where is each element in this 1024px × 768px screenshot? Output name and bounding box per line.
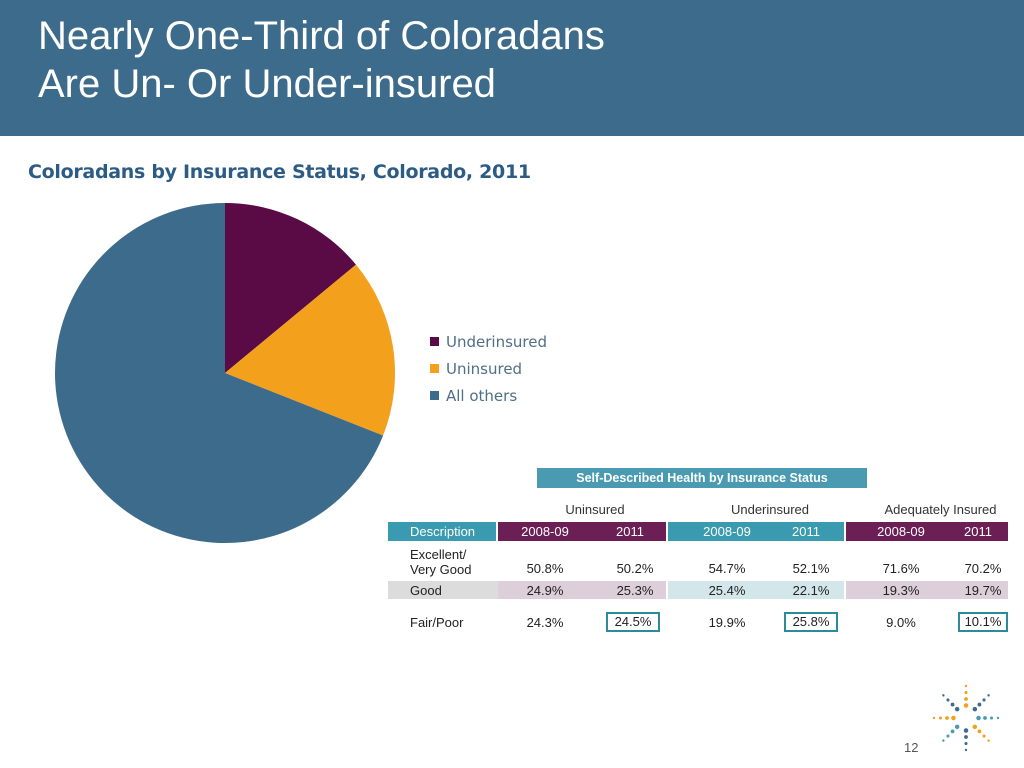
row-shade-underinsured [668,581,844,599]
logo-dot [964,735,968,739]
table-cell: 50.8% [526,561,564,576]
logo-dot [942,694,945,697]
row-shade-uninsured [498,581,666,599]
logo-dot [977,729,982,734]
column-header-description: Description [388,522,496,541]
legend-swatch-underinsured [430,337,439,346]
table-cell: 52.1% [792,561,830,576]
column-header-adequate-2008-09: 2008-09 [877,524,925,539]
group-header-uninsured: Uninsured [565,502,625,517]
column-header-uninsured-2011: 2011 [616,524,644,539]
row-description-line-1: Excellent/ [410,547,467,562]
pie-legend: Underinsured Uninsured All others [430,328,547,409]
row-description: Excellent/ Very Good [410,547,471,577]
table-cell: 19.9% [708,615,746,630]
legend-label-underinsured: Underinsured [446,332,547,351]
table-cell: 25.4% [708,583,746,598]
table-title-bar: Self-Described Health by Insurance Statu… [537,468,867,488]
logo-dot [982,698,986,702]
logo-dot [963,728,969,733]
column-header-adequate-2011: 2011 [964,524,992,539]
table-cell: 71.6% [882,561,920,576]
table-cell: 25.3% [616,583,654,598]
logo-dot [945,716,949,720]
group-header-adequately-insured: Adequately Insured [884,502,997,517]
pie-slice-underinsured [225,203,356,373]
column-header-underinsured-2011: 2011 [792,524,820,539]
legend-item-all-others: All others [430,382,547,409]
row-shade-adequate [846,581,1008,599]
logo-dot [964,690,968,695]
table-title: Self-Described Health by Insurance Statu… [576,471,828,485]
logo-dot [964,741,968,746]
logo-dot [972,706,978,712]
table-cell: 19.3% [882,583,920,598]
legend-item-underinsured: Underinsured [430,328,547,355]
logo-dot [946,698,950,702]
logo-dot [983,716,987,720]
legend-swatch-uninsured [430,364,439,373]
legend-swatch-all-others [430,391,439,400]
table-row: Fair/Poor 24.3% 24.5% 19.9% 25.8% 9.0% 1… [388,612,1008,634]
row-description: Good [410,583,442,598]
logo-dot [964,697,968,701]
table-header-row: Description 2008-09 2011 2008-09 2011 20… [388,522,1008,541]
logo-dot [972,724,978,730]
table-cell: 54.7% [708,561,746,576]
logo-dot [964,684,968,688]
logo-dot [982,734,986,738]
logo-dot [946,734,950,738]
logo-dot [987,694,990,697]
slide-title-line-2: Are Un- Or Under-insured [38,62,496,106]
pie-slice-all-others [55,203,384,543]
logo-dot [942,739,945,742]
logo-dot [954,706,960,712]
title-banner: Nearly One-Third of Coloradans Are Un- O… [0,0,1024,136]
header-group-bg-uninsured [498,522,666,541]
logo-dot [950,702,955,707]
logo-dot [938,716,943,720]
highlighted-table-cell: 25.8% [784,612,838,632]
highlighted-table-cell: 10.1% [958,612,1008,632]
legend-label-uninsured: Uninsured [446,359,523,378]
header-group-bg-underinsured [668,522,844,541]
table-cell: 22.1% [792,583,830,598]
table-cell: 50.2% [616,561,654,576]
highlighted-table-cell: 24.5% [606,612,660,632]
logo-dot [950,729,955,734]
logo-dot [989,716,994,720]
legend-label-all-others: All others [446,386,518,405]
logo-dot [976,715,981,721]
table-cell: 24.3% [526,615,564,630]
logo-dot [964,748,968,752]
table-row: Good 24.9% 25.3% 25.4% 22.1% 19.3% 19.7% [388,581,1008,599]
logo-dot [951,715,956,721]
pie-chart-title: Coloradans by Insurance Status, Colorado… [28,161,531,183]
column-header-underinsured-2008-09: 2008-09 [703,524,751,539]
table-cell: 70.2% [964,561,1002,576]
slide-title: Nearly One-Third of Coloradans Are Un- O… [38,12,998,108]
logo-dot [954,724,960,730]
header-group-bg-adequate [846,522,1008,541]
logo-dot [963,703,969,708]
starburst-logo-icon [932,684,1000,752]
slide-title-line-1: Nearly One-Third of Coloradans [38,14,605,58]
logo-dot [932,716,936,720]
pie-slice-uninsured [225,264,395,436]
column-header-uninsured-2008-09: 2008-09 [521,524,569,539]
logo-dot [987,739,990,742]
pie-chart [55,203,395,543]
logo-dot [977,702,982,707]
row-description-line-2: Very Good [410,562,472,577]
row-description: Fair/Poor [410,615,464,630]
logo-dot [996,716,1000,720]
table-cell: 19.7% [964,583,1002,598]
page-number: 12 [904,740,919,755]
group-header-underinsured: Underinsured [730,502,810,517]
table-cell: 9.0% [886,615,916,630]
table-row: Excellent/ Very Good 50.8% 50.2% 54.7% 5… [388,544,1008,578]
legend-item-uninsured: Uninsured [430,355,547,382]
table-cell: 24.9% [526,583,564,598]
